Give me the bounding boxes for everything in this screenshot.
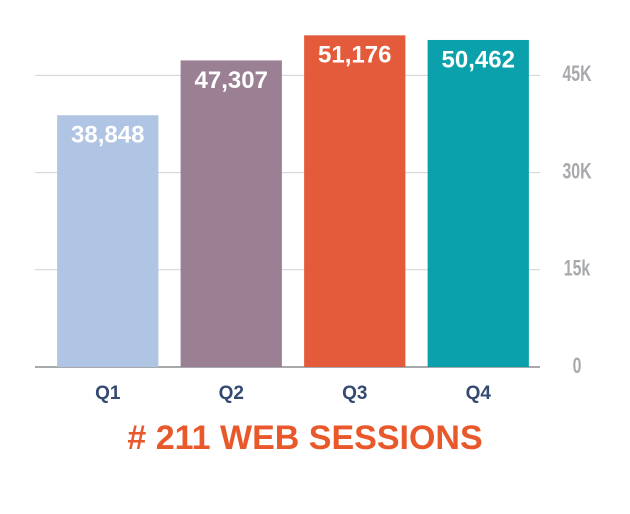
y-tick-label: 0 [573,354,582,378]
value-label: 47,307 [195,67,268,94]
x-tick-label: Q4 [466,383,492,404]
bar [57,115,159,367]
x-tick-label: Q3 [342,383,367,404]
bar [180,60,282,368]
y-tick-label: 30K [562,160,591,184]
y-tick-label: 15k [564,257,591,281]
value-label: 51,176 [318,42,391,69]
x-tick-label: Q1 [95,383,121,404]
bar [304,35,406,368]
value-label: 38,848 [71,122,144,149]
value-label: 50,462 [442,46,515,73]
y-tick-label: 45K [562,63,591,87]
bar [427,39,529,368]
chart-title: # 211 WEB SESSIONS [127,419,482,457]
x-tick-label: Q2 [219,383,244,404]
